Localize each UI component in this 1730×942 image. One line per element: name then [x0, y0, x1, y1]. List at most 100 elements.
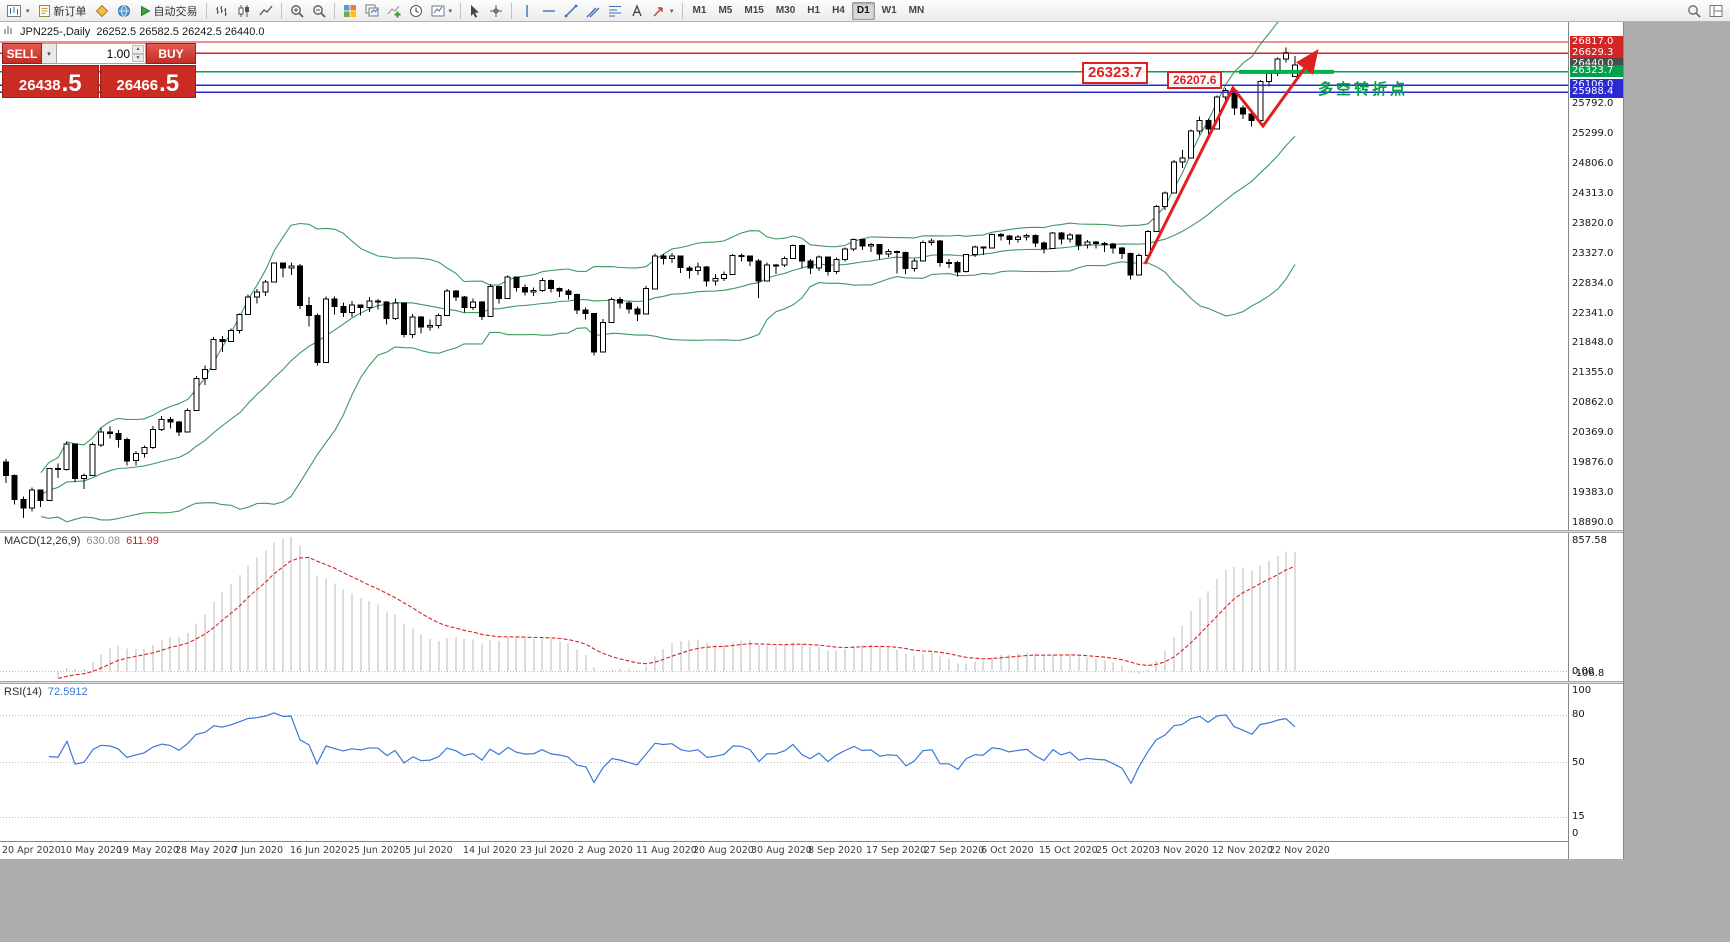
- buy-price-display[interactable]: 26466.5: [99, 65, 196, 98]
- date-label: 14 Jul 2020: [463, 845, 517, 856]
- timeframe-m5-button[interactable]: M5: [718, 5, 733, 16]
- price-axis-label: 20369.0: [1572, 427, 1614, 438]
- search-icon: [1687, 4, 1701, 18]
- date-label: 25 Oct 2020: [1096, 845, 1155, 856]
- buy-button[interactable]: BUY: [146, 43, 196, 64]
- date-label: 20 Aug 2020: [693, 845, 754, 856]
- horizontal-line-button[interactable]: [538, 1, 560, 21]
- tile-windows-button[interactable]: [339, 1, 361, 21]
- rsi-axis-label: 15: [1572, 811, 1585, 822]
- date-label: 6 Oct 2020: [981, 845, 1034, 856]
- price-axis-label: 25299.0: [1572, 128, 1614, 139]
- line-chart-button[interactable]: [255, 1, 277, 21]
- timeframe-m1-button[interactable]: M1: [692, 5, 707, 16]
- cursor-button[interactable]: [465, 1, 485, 21]
- toolbar-separator: [333, 2, 335, 19]
- cascade-windows-button[interactable]: [361, 1, 383, 21]
- macd-histogram: [57, 537, 1296, 677]
- hline-icon: [542, 4, 556, 18]
- timeframe-mn-button[interactable]: MN: [908, 5, 925, 16]
- community-button[interactable]: [113, 1, 135, 21]
- vertical-line-button[interactable]: [516, 1, 538, 21]
- rsi-axis-label: 80: [1572, 709, 1585, 720]
- main-chart-canvas[interactable]: [0, 7, 1568, 530]
- fibonacci-button[interactable]: [604, 1, 626, 21]
- date-label: 7 Jun 2020: [232, 845, 284, 856]
- new-order-button[interactable]: 新订单: [34, 1, 91, 21]
- date-label: 2 Aug 2020: [578, 845, 633, 856]
- timeframe-h1-button[interactable]: H1: [807, 5, 821, 16]
- alerts-button[interactable]: [91, 1, 113, 21]
- sell-button[interactable]: SELL: [2, 43, 42, 64]
- macd-panel[interactable]: MACD(12,26,9) 630.08 611.99: [0, 533, 1568, 681]
- price-level-label: 26817.0: [1570, 36, 1623, 48]
- new-order-icon: [38, 4, 51, 18]
- chart-line-icon: [259, 4, 273, 18]
- text-tool-button[interactable]: [626, 1, 648, 21]
- dropdown-caret-icon: ▾: [26, 7, 30, 15]
- timeframe-h4-button[interactable]: H4: [832, 5, 845, 16]
- trend-zigzag-arrow[interactable]: [1143, 49, 1319, 265]
- crosshair-button[interactable]: [485, 1, 507, 21]
- template-icon: [431, 4, 445, 18]
- chart-candles-icon: [237, 4, 251, 18]
- macd-title: MACD(12,26,9) 630.08 611.99: [4, 535, 159, 547]
- date-label: 27 Sep 2020: [924, 845, 985, 856]
- toolbar-separator: [460, 2, 462, 19]
- zoom-out-icon: [312, 4, 326, 18]
- panel-splitter[interactable]: [0, 530, 1623, 533]
- volume-input[interactable]: [57, 44, 145, 63]
- layout-button[interactable]: [1705, 1, 1727, 21]
- rsi-canvas[interactable]: [0, 684, 1568, 841]
- gold-diamond-icon: [95, 4, 109, 18]
- date-axis[interactable]: 20 Apr 2020 10 May 2020 19 May 2020 28 May …: [0, 841, 1568, 859]
- turning-point-note[interactable]: 多空转折点: [1318, 81, 1409, 98]
- timeframe-d1-button[interactable]: D1: [851, 1, 875, 20]
- indicators-button[interactable]: [383, 1, 405, 21]
- price-annotation-breakout[interactable]: 26207.6: [1167, 71, 1223, 89]
- rsi-line: [48, 712, 1296, 785]
- candlestick-chart-button[interactable]: [233, 1, 255, 21]
- volume-up-button[interactable]: ▲: [132, 45, 144, 54]
- date-label: 30 Aug 2020: [751, 845, 812, 856]
- price-annotation-resistance[interactable]: 26323.7: [1082, 62, 1149, 84]
- cascade-icon: [365, 4, 379, 18]
- volume-field: ▲ ▼: [57, 43, 146, 64]
- volume-down-button[interactable]: ▼: [132, 53, 144, 62]
- templates-button[interactable]: ▾: [427, 1, 457, 21]
- timeframe-m30-button[interactable]: M30: [775, 5, 796, 16]
- date-label: 12 Nov 2020: [1212, 845, 1273, 856]
- globe-icon: [117, 4, 131, 18]
- channel-button[interactable]: [582, 1, 604, 21]
- trendline-button[interactable]: [560, 1, 582, 21]
- price-axis-label: 20862.0: [1572, 397, 1614, 408]
- price-axis[interactable]: [1568, 22, 1623, 859]
- arrow-tool-icon: [652, 4, 666, 18]
- autotrade-button[interactable]: 自动交易: [135, 1, 202, 21]
- search-button[interactable]: [1683, 1, 1705, 21]
- dropdown-caret-icon: ▾: [670, 7, 674, 15]
- horizontal-level-lines[interactable]: [0, 41, 1568, 94]
- timeframe-m15-button[interactable]: M15: [744, 5, 764, 16]
- periods-button[interactable]: [405, 1, 427, 21]
- rsi-panel[interactable]: RSI(14) 72.5912: [0, 684, 1568, 841]
- panel-splitter[interactable]: [0, 681, 1623, 684]
- date-label: 11 Aug 2020: [636, 845, 697, 856]
- chart-window-button[interactable]: ▾: [3, 1, 34, 21]
- date-label: 8 Sep 2020: [808, 845, 863, 856]
- order-options-button[interactable]: ▾: [42, 43, 57, 64]
- chevron-down-icon: ▾: [47, 50, 51, 58]
- arrows-tool-button[interactable]: ▾: [648, 1, 678, 21]
- zoom-out-button[interactable]: [308, 1, 330, 21]
- rsi-level-lines: [0, 714, 1568, 818]
- zoom-in-button[interactable]: [286, 1, 308, 21]
- price-axis-label: 21355.0: [1572, 367, 1614, 378]
- timeframe-w1-button[interactable]: W1: [881, 5, 897, 16]
- date-label: 20 Apr 2020: [2, 845, 61, 856]
- sell-price-display[interactable]: 26438.5: [2, 65, 99, 98]
- bar-chart-button[interactable]: [211, 1, 233, 21]
- price-axis-label: 18890.0: [1572, 517, 1614, 528]
- macd-canvas[interactable]: [0, 533, 1568, 681]
- buy-price-frac: .5: [159, 69, 180, 97]
- main-chart-panel[interactable]: JPN225-,Daily 26252.5 26582.5 26242.5 26…: [0, 7, 1568, 530]
